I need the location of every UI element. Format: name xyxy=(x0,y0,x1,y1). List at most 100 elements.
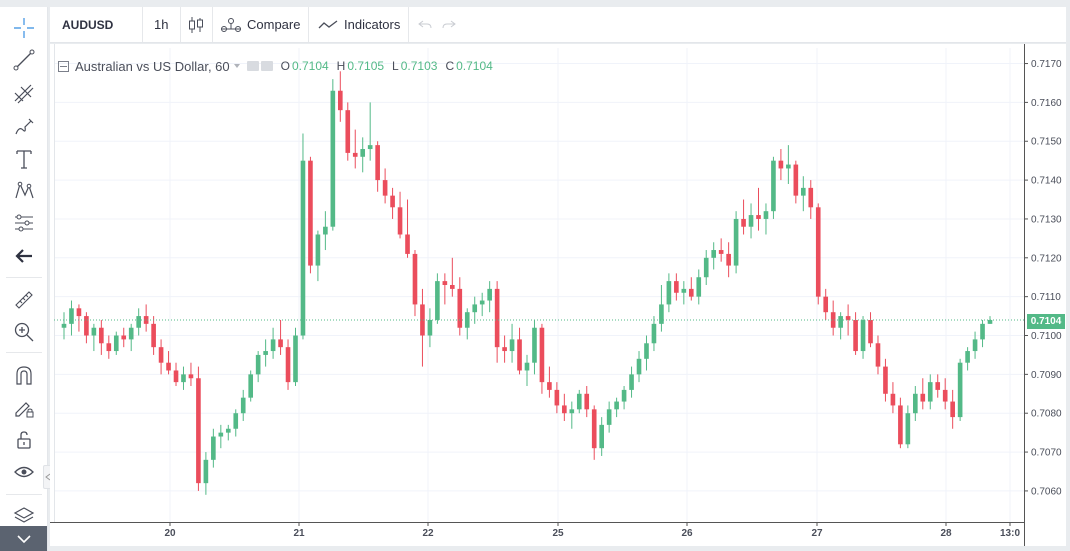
crosshair-tool[interactable] xyxy=(12,16,36,40)
caret-down-icon[interactable] xyxy=(233,63,241,69)
price-tick-label: 0.7120 xyxy=(1031,253,1062,264)
candle-body xyxy=(76,308,82,317)
candle-body xyxy=(405,234,410,254)
candle-body xyxy=(464,312,470,328)
candle-body xyxy=(935,382,941,390)
price-chart[interactable]: 0.7170 0.7160 0.7150 0.7140 0.7130 0.7120 0.71… xyxy=(50,44,1066,546)
candle-body xyxy=(233,413,239,429)
chart-pane[interactable]: 0.7170 0.7160 0.7150 0.7140 0.7130 0.7120 0.71… xyxy=(50,44,1066,546)
candle-body xyxy=(420,304,425,336)
sidebar-divider xyxy=(6,277,42,278)
expand-toolbar-button[interactable] xyxy=(0,526,47,551)
series-legend: Australian vs US Dollar, 60 O 0.7104 H 0… xyxy=(58,56,493,76)
magnet-mode-button[interactable] xyxy=(12,363,36,387)
candle-body xyxy=(345,110,351,153)
sidebar-divider xyxy=(6,352,42,353)
text-icon xyxy=(16,150,32,169)
candle-body xyxy=(651,323,657,344)
brush-tool[interactable] xyxy=(12,115,36,139)
pattern-tool[interactable] xyxy=(12,179,36,203)
toolbar-divider xyxy=(212,7,213,42)
compare-button[interactable]: Compare xyxy=(220,7,300,42)
candle-body xyxy=(808,187,814,208)
close-icon[interactable] xyxy=(260,61,273,71)
candle-body xyxy=(435,281,440,320)
candle-body xyxy=(562,405,567,414)
undo-icon xyxy=(418,20,432,28)
candle-body xyxy=(166,362,171,371)
settings-icon[interactable] xyxy=(246,61,259,71)
chart-style-button[interactable] xyxy=(188,7,204,42)
candle-body xyxy=(591,409,597,449)
drawing-toolbar xyxy=(0,7,48,551)
candle-body xyxy=(263,351,268,355)
measure-tool[interactable] xyxy=(12,288,36,312)
candle-body xyxy=(599,424,604,449)
redo-icon xyxy=(442,20,456,28)
candle-body xyxy=(203,459,209,484)
candle-body xyxy=(793,164,799,196)
candle-body xyxy=(853,319,858,352)
undo-button[interactable] xyxy=(418,7,432,42)
redo-button[interactable] xyxy=(442,7,456,42)
candle-body xyxy=(442,281,448,285)
toolbar-divider xyxy=(180,7,181,42)
candle-body xyxy=(502,347,507,352)
object-tree-button[interactable] xyxy=(12,504,36,528)
candle-body xyxy=(584,393,590,410)
back-button[interactable] xyxy=(12,244,36,268)
candle-body xyxy=(868,319,873,344)
price-tick-label: 0.7090 xyxy=(1031,370,1062,381)
candle-body xyxy=(703,257,709,278)
candle-body xyxy=(99,327,104,344)
candle-body xyxy=(136,316,141,328)
back-arrow-icon xyxy=(15,249,32,263)
candle-body xyxy=(106,343,112,352)
zoom-in-tool[interactable] xyxy=(12,320,36,344)
interval-button[interactable]: 1h xyxy=(154,7,168,42)
fib-retracement-tool[interactable] xyxy=(12,82,36,106)
text-tool[interactable] xyxy=(12,147,36,171)
candle-body xyxy=(188,374,194,379)
candle-body xyxy=(778,160,784,169)
candle-body xyxy=(151,323,156,348)
candle-body xyxy=(980,323,985,340)
interval-label: 1h xyxy=(154,17,169,32)
lock-drawing-icon xyxy=(15,402,34,418)
collapse-legend-icon[interactable] xyxy=(58,60,69,72)
candle-body xyxy=(240,397,246,414)
symbol-search-button[interactable]: AUDUSD xyxy=(62,7,113,42)
candle-body xyxy=(547,382,552,390)
open-value: 0.7104 xyxy=(291,59,329,73)
ruler-icon xyxy=(15,291,33,309)
low-value: 0.7103 xyxy=(400,59,438,73)
candle-body xyxy=(733,218,739,266)
trend-line-tool[interactable] xyxy=(12,48,36,72)
close-value: 0.7104 xyxy=(456,59,493,73)
series-title[interactable]: Australian vs US Dollar, 60 xyxy=(75,58,230,74)
candle-body xyxy=(248,374,254,398)
indicators-button[interactable]: Indicators xyxy=(318,7,400,42)
candle-body xyxy=(659,304,664,324)
candle-body xyxy=(674,281,679,293)
candle-body xyxy=(494,288,500,348)
lock-drawings-button[interactable] xyxy=(12,428,36,452)
time-tick-label: 13:0 xyxy=(1000,528,1020,539)
price-tick-label: 0.7110 xyxy=(1031,292,1061,303)
candle-body xyxy=(278,339,283,348)
candle-body xyxy=(397,207,403,235)
candle-body xyxy=(890,393,896,406)
hide-drawings-button[interactable] xyxy=(12,460,36,484)
candle-body xyxy=(905,413,911,445)
candle-body xyxy=(225,428,231,433)
candle-body xyxy=(606,409,612,425)
candle-body xyxy=(629,374,634,390)
stay-in-drawing-mode-button[interactable] xyxy=(12,396,36,420)
candle-body xyxy=(845,316,851,320)
candle-body xyxy=(763,211,769,219)
fib-retracement-icon xyxy=(14,84,34,104)
candle-body xyxy=(128,327,134,340)
candle-body xyxy=(390,195,395,208)
candle-body xyxy=(427,319,433,336)
prediction-tool[interactable] xyxy=(12,211,36,235)
